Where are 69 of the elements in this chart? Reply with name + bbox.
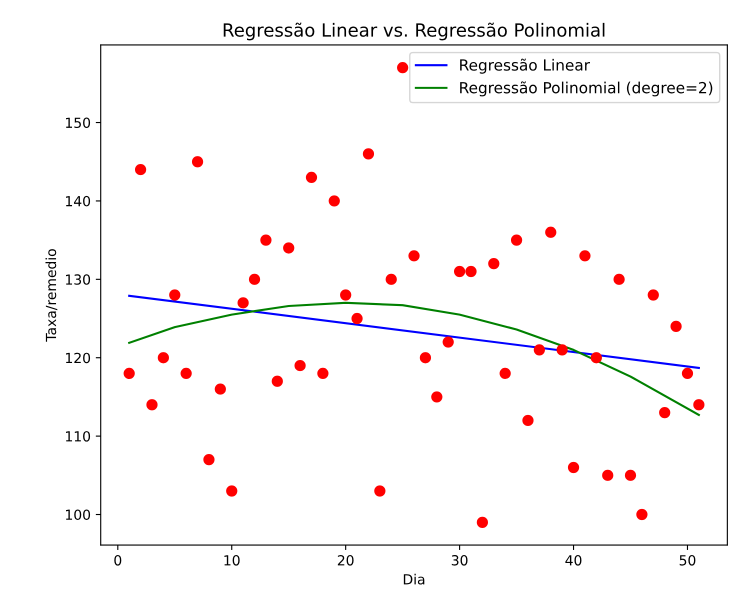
x-tick-label: 40 bbox=[565, 555, 582, 566]
point bbox=[340, 289, 352, 301]
y-tick-label: 120 bbox=[66, 352, 90, 364]
point bbox=[134, 164, 146, 176]
point bbox=[534, 344, 545, 356]
point bbox=[408, 250, 420, 262]
point bbox=[648, 289, 659, 301]
legend-label: Regressão Linear bbox=[460, 58, 590, 74]
point bbox=[624, 470, 636, 481]
point bbox=[248, 274, 260, 285]
point bbox=[272, 376, 283, 387]
point bbox=[226, 485, 238, 497]
point bbox=[454, 266, 466, 278]
point bbox=[682, 368, 694, 380]
x-tick-label: 0 bbox=[114, 555, 122, 566]
point bbox=[442, 336, 454, 348]
point bbox=[500, 368, 511, 380]
point bbox=[203, 454, 215, 466]
chart-title: Regressão Linear vs. Regressão Polinomial bbox=[224, 22, 604, 40]
point bbox=[510, 234, 522, 246]
y-tick-label: 110 bbox=[66, 431, 90, 442]
point bbox=[362, 148, 374, 160]
y-tick-label: 100 bbox=[66, 509, 90, 520]
point bbox=[328, 195, 340, 207]
point bbox=[317, 368, 328, 380]
point bbox=[374, 485, 386, 497]
point bbox=[659, 406, 670, 418]
point bbox=[693, 399, 704, 410]
line-series bbox=[128, 302, 700, 416]
point bbox=[636, 508, 648, 520]
point bbox=[158, 352, 169, 364]
y-tick-label: 140 bbox=[66, 196, 90, 206]
point bbox=[670, 320, 682, 332]
x-tick-label: 20 bbox=[338, 555, 354, 566]
y-axis-title: Taxa/remedio bbox=[45, 249, 58, 342]
x-tick-label: 50 bbox=[680, 555, 696, 566]
x-tick-label: 10 bbox=[224, 555, 240, 566]
point bbox=[476, 516, 488, 528]
point bbox=[214, 383, 226, 395]
point bbox=[397, 62, 408, 74]
point bbox=[614, 274, 625, 285]
point bbox=[180, 368, 192, 380]
x-axis-title: Dia bbox=[404, 574, 424, 585]
point bbox=[431, 391, 442, 403]
legend-label: Regressão Polinomial (degree=2) bbox=[460, 81, 712, 96]
point bbox=[602, 470, 614, 481]
point bbox=[146, 399, 158, 410]
point bbox=[488, 258, 500, 270]
point bbox=[238, 297, 249, 308]
point bbox=[306, 172, 318, 184]
point bbox=[590, 352, 602, 364]
y-tick-label: 150 bbox=[66, 118, 90, 128]
point bbox=[124, 368, 135, 380]
point bbox=[192, 156, 204, 168]
point bbox=[556, 344, 568, 356]
point bbox=[545, 226, 556, 238]
point bbox=[260, 234, 272, 246]
point bbox=[465, 266, 477, 278]
point bbox=[351, 312, 363, 324]
point bbox=[386, 274, 397, 285]
point bbox=[420, 352, 432, 364]
point bbox=[294, 360, 306, 372]
x-tick-label: 30 bbox=[452, 555, 468, 566]
point bbox=[568, 462, 580, 474]
y-tick-label: 130 bbox=[66, 274, 90, 285]
point bbox=[522, 414, 534, 426]
point bbox=[579, 250, 591, 262]
point bbox=[169, 289, 180, 301]
point bbox=[283, 242, 294, 254]
